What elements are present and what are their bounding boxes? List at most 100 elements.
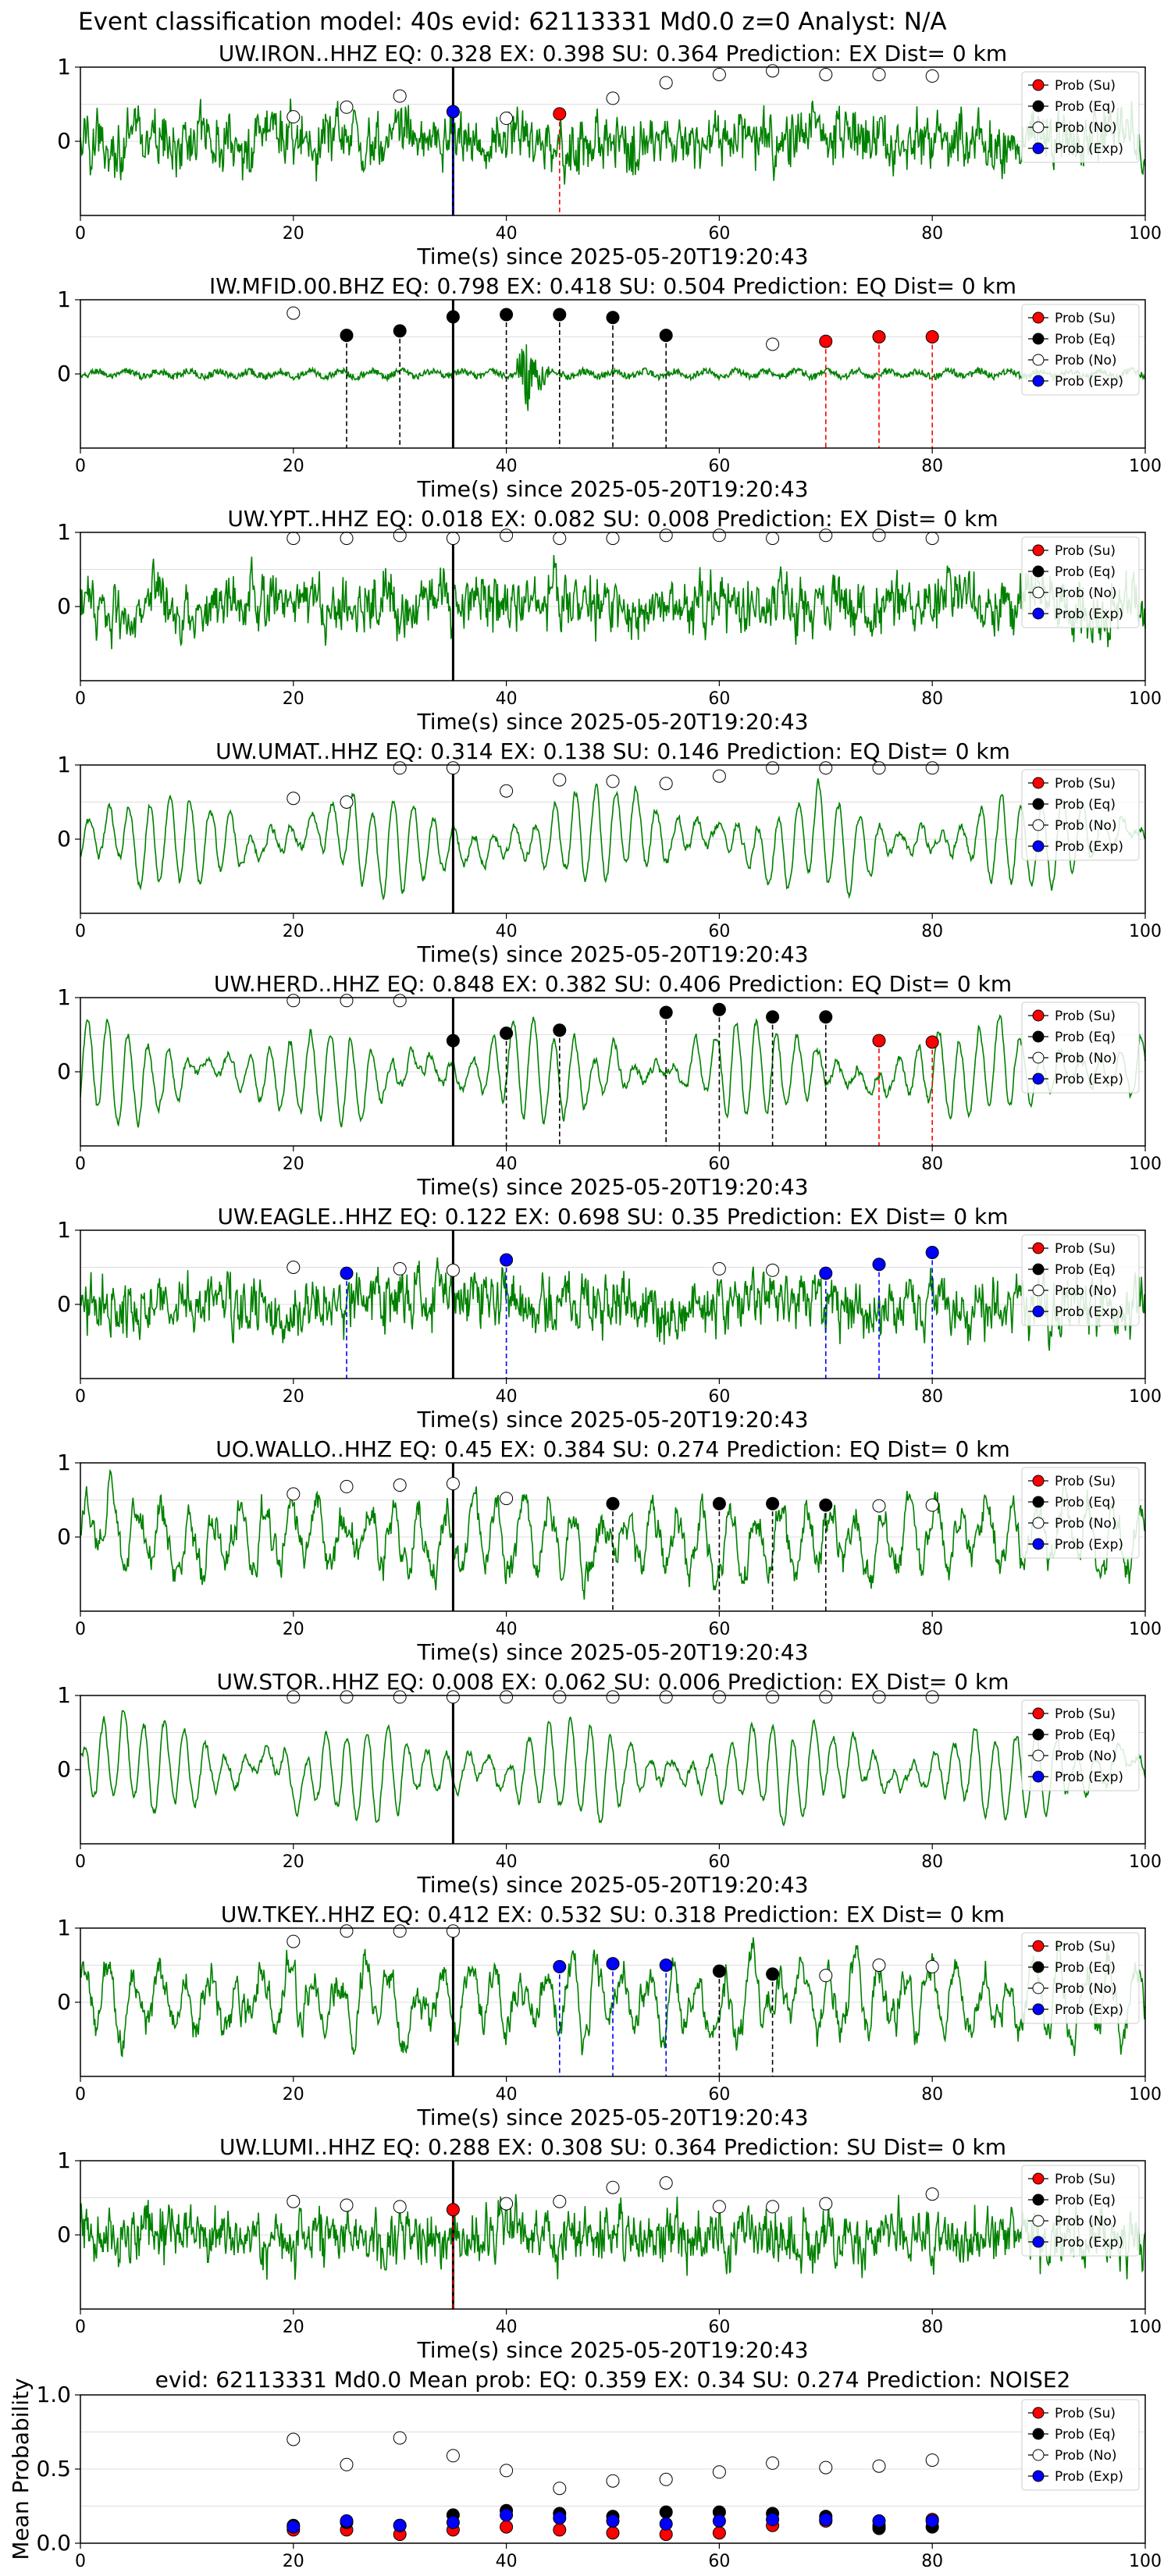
legend-label-exp: Prob (Exp)	[1055, 374, 1123, 390]
x-tick-label: 60	[708, 2318, 730, 2337]
prob-marker-su	[872, 330, 886, 343]
legend-marker-exp	[1032, 1770, 1045, 1783]
mean-prob-point-no	[340, 2457, 354, 2471]
mean-prob-point-su	[553, 2523, 567, 2537]
prob-marker-eq	[659, 329, 673, 343]
mean-prob-point-no	[393, 2431, 407, 2445]
legend-marker-exp	[1032, 2470, 1045, 2482]
prob-marker-no	[393, 2200, 407, 2214]
legend-label-su: Prob (Su)	[1055, 1474, 1116, 1489]
legend-marker-eq	[1032, 1496, 1045, 1508]
mean-prob-point-exp	[766, 2513, 780, 2527]
prob-marker-no	[925, 1959, 939, 1973]
legend-label-no: Prob (No)	[1055, 1516, 1117, 1532]
legend-marker-no	[1032, 1982, 1045, 1994]
prob-marker-no	[606, 774, 620, 788]
x-tick-label: 100	[1129, 224, 1162, 244]
prob-marker-no	[925, 532, 939, 546]
legend-marker-su	[1032, 2172, 1045, 2185]
legend-label-su: Prob (Su)	[1055, 2172, 1116, 2187]
legend-box	[1021, 536, 1140, 628]
prob-marker-no	[766, 64, 780, 78]
x-tick-label: 80	[921, 922, 943, 941]
prob-marker-no	[500, 112, 514, 126]
prob-marker-no	[712, 769, 726, 783]
prob-marker-no	[712, 1690, 726, 1704]
waveform-trace	[80, 1014, 1146, 1128]
prob-marker-no	[287, 994, 301, 1008]
prob-marker-exp	[872, 1258, 886, 1272]
panel-title: UW.LUMI..HHZ EQ: 0.288 EX: 0.308 SU: 0.3…	[219, 2134, 1006, 2160]
prob-marker-no	[340, 1690, 354, 1704]
legend-label-su: Prob (Su)	[1055, 1939, 1116, 1955]
panel-8: UW.STOR..HHZ EQ: 0.008 EX: 0.062 SU: 0.0…	[57, 1669, 1162, 1898]
mean-prob-point-no	[712, 2465, 726, 2479]
x-axis-label: Time(s) since 2025-05-20T19:20:43	[416, 244, 808, 269]
prob-marker-no	[393, 1478, 407, 1492]
prob-marker-no	[287, 110, 301, 124]
x-tick-label: 40	[496, 224, 518, 244]
legend-label-exp: Prob (Exp)	[1055, 1072, 1123, 1087]
x-tick-label: 100	[1129, 1155, 1162, 1174]
x-tick-label: 20	[283, 1620, 304, 1639]
legend-marker-no	[1032, 819, 1045, 831]
legend-label-eq: Prob (Eq)	[1055, 564, 1116, 580]
x-tick-label: 80	[921, 224, 943, 244]
legend-label-no: Prob (No)	[1055, 585, 1117, 601]
prob-marker-no	[553, 773, 567, 787]
prob-marker-no	[287, 1261, 301, 1274]
prob-marker-no	[340, 1479, 354, 1493]
x-tick-label: 40	[496, 2085, 518, 2105]
prob-marker-eq	[712, 1496, 726, 1510]
x-tick-label: 100	[1129, 1620, 1162, 1639]
prob-marker-no	[819, 1969, 833, 1983]
prob-marker-no	[500, 784, 514, 798]
prob-marker-no	[500, 1492, 514, 1506]
prob-marker-no	[287, 1934, 301, 1948]
y-tick-label: 0	[57, 128, 71, 154]
legend-marker-eq	[1032, 565, 1045, 578]
legend-marker-no	[1032, 2449, 1045, 2461]
legend-marker-su	[1032, 1940, 1045, 1952]
waveform-trace	[80, 98, 1146, 185]
legend-marker-exp	[1032, 607, 1045, 620]
prob-marker-no	[606, 1690, 620, 1704]
legend-label-eq: Prob (Eq)	[1055, 1030, 1116, 1045]
prob-marker-no	[819, 528, 833, 543]
prob-marker-no	[553, 1690, 567, 1704]
x-tick-label: 100	[1129, 689, 1162, 709]
y-tick-label: 1	[57, 1217, 71, 1243]
panel-10: UW.LUMI..HHZ EQ: 0.288 EX: 0.308 SU: 0.3…	[57, 2134, 1162, 2363]
waveform-trace	[80, 778, 1146, 901]
x-tick-label: 80	[921, 1155, 943, 1174]
mean-prob-point-su	[606, 2526, 620, 2540]
prob-marker-exp	[659, 1959, 673, 1972]
x-tick-label: 60	[708, 689, 730, 709]
legend-label-eq: Prob (Eq)	[1055, 2193, 1116, 2208]
mean-prob-point-no	[819, 2460, 833, 2475]
prob-marker-su	[925, 1035, 939, 1049]
prob-marker-exp	[606, 1957, 620, 1971]
legend-label-eq: Prob (Eq)	[1055, 99, 1116, 115]
prob-marker-no	[712, 68, 726, 81]
x-tick-label: 0	[75, 1620, 86, 1639]
legend-label-eq: Prob (Eq)	[1055, 1495, 1116, 1510]
waveform-trace	[80, 554, 1146, 649]
legend-marker-no	[1032, 1749, 1045, 1762]
legend-box	[1021, 2399, 1140, 2491]
mean-prob-point-no	[500, 2464, 514, 2478]
legend-marker-su	[1032, 1707, 1045, 1720]
prob-marker-no	[819, 2197, 833, 2211]
prob-marker-no	[712, 2200, 726, 2214]
prob-marker-no	[872, 1690, 886, 1704]
x-tick-label: 20	[283, 689, 304, 709]
x-tick-label: 100	[1129, 1387, 1162, 1407]
x-tick-label: 0	[75, 457, 86, 476]
legend-label-exp: Prob (Exp)	[1055, 1537, 1123, 1553]
prob-marker-no	[925, 1498, 939, 1512]
panel-title: UO.WALLO..HHZ EQ: 0.45 EX: 0.384 SU: 0.2…	[215, 1436, 1009, 1462]
prob-marker-no	[393, 1924, 407, 1938]
legend-box	[1021, 1002, 1140, 1094]
mean-prob-point-no	[766, 2456, 780, 2470]
